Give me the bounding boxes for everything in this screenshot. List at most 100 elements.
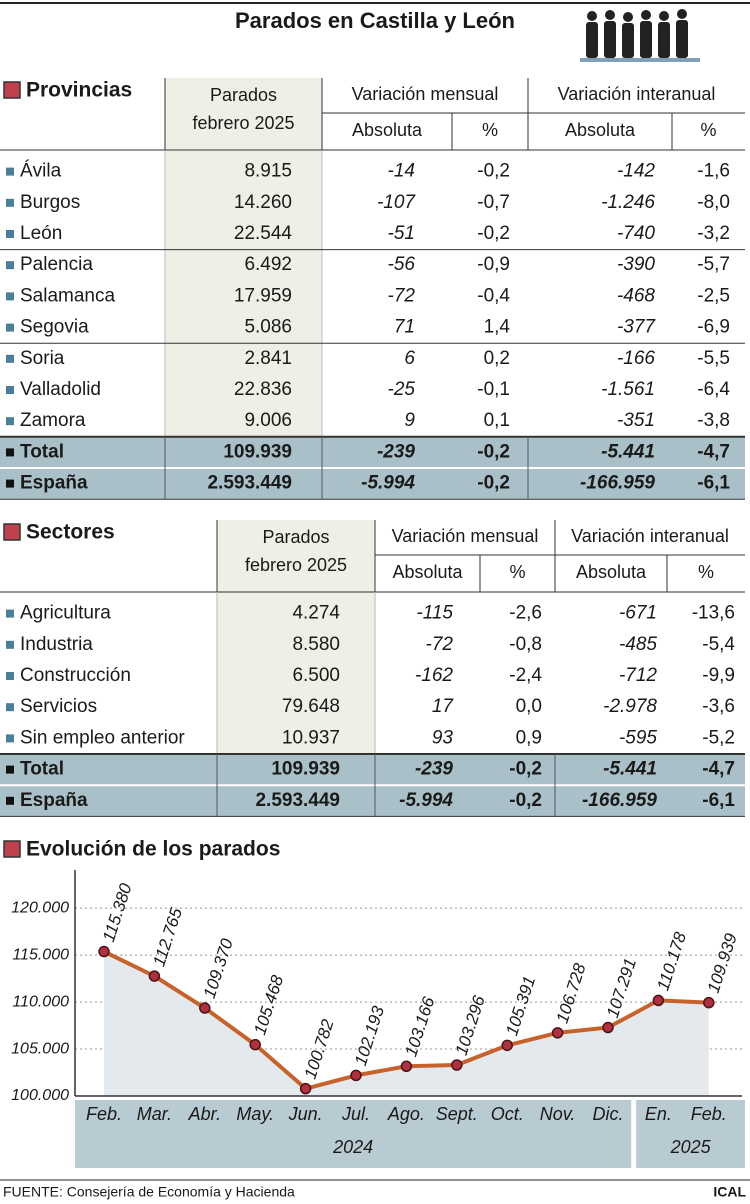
y-tick-label: 120.000 [11, 899, 69, 916]
credit: ICAL [713, 1184, 746, 1200]
x-tick-label: Jul. [341, 1104, 370, 1124]
heading-icon [3, 81, 21, 99]
x-tick-label: Ago. [387, 1104, 425, 1124]
data-point [451, 1059, 463, 1071]
row-bullet [6, 640, 14, 649]
cell: 6 [404, 348, 415, 369]
cell: 6.500 [292, 665, 340, 686]
x-tick-label: Feb. [691, 1104, 727, 1124]
cell: -468 [617, 285, 655, 306]
cell: 17 [432, 696, 455, 717]
row-label: Ávila [20, 161, 62, 182]
row-bullet [6, 292, 14, 301]
row-label: Total [20, 759, 64, 780]
x-tick-label: Feb. [86, 1104, 122, 1124]
cell: -25 [388, 379, 416, 400]
highlight-column [165, 78, 322, 437]
row-bullet [6, 765, 14, 774]
cell: -0,2 [509, 790, 542, 811]
data-point [148, 970, 161, 982]
column-subheader: % [509, 562, 525, 582]
cell: -2,4 [509, 665, 542, 686]
data-point [98, 945, 110, 958]
row-bullet [6, 703, 14, 712]
cell: -2.978 [603, 696, 657, 717]
cell: -5,7 [697, 254, 730, 275]
column-header: Variación interanual [558, 84, 716, 104]
cell: -0,8 [509, 634, 542, 655]
section-title: Evolución de los parados [26, 838, 280, 861]
column-header: febrero 2025 [192, 113, 294, 133]
people-icon [580, 9, 700, 62]
row-label: Burgos [20, 192, 80, 213]
row-bullet [6, 448, 14, 457]
cell: 6.492 [244, 254, 292, 275]
column-subheader: Absoluta [565, 120, 636, 140]
category-band [75, 1100, 632, 1168]
cell: -51 [388, 223, 415, 244]
cell: -8,0 [697, 192, 730, 213]
row-label: Soria [20, 348, 65, 369]
column-subheader: % [482, 120, 498, 140]
column-header: Variación mensual [352, 84, 499, 104]
x-tick-label: Jun. [288, 1104, 323, 1124]
cell: 22.836 [234, 379, 292, 400]
row-bullet [6, 479, 14, 488]
x-tick-label: Dic. [593, 1104, 624, 1124]
cell: -712 [619, 665, 657, 686]
section-title: Sectores [26, 521, 115, 544]
row-bullet [6, 354, 14, 363]
row-bullet [6, 796, 14, 805]
cell: 17.959 [234, 285, 292, 306]
cell: -0,2 [509, 759, 542, 780]
cell: 4.274 [292, 603, 340, 624]
cell: -0,2 [477, 473, 510, 494]
cell: 2.593.449 [255, 790, 340, 811]
cell: -6,1 [702, 790, 735, 811]
cell: -4,7 [697, 441, 730, 462]
cell: -740 [617, 223, 655, 244]
y-tick-label: 110.000 [12, 993, 69, 1010]
cell: -142 [617, 161, 655, 182]
cell: -377 [617, 317, 656, 338]
row-label: Zamora [20, 410, 86, 431]
cell: -166.959 [580, 473, 655, 494]
cell: -239 [377, 441, 415, 462]
cell: 2.593.449 [207, 473, 292, 494]
column-subheader: % [700, 120, 716, 140]
y-tick-label: 105.000 [11, 1040, 69, 1057]
highlight-column [217, 520, 375, 754]
data-point [400, 1060, 413, 1073]
column-header: Variación mensual [392, 526, 539, 546]
cell: -595 [619, 727, 657, 748]
cell: 0,0 [516, 696, 542, 717]
data-point [652, 994, 665, 1007]
y-tick-label: 100.000 [11, 1087, 69, 1104]
heading-icon [3, 840, 21, 858]
data-point [249, 1038, 261, 1051]
cell: -72 [388, 285, 416, 306]
source: FUENTE: Consejería de Economía y Haciend… [3, 1184, 295, 1200]
row-bullet [6, 386, 14, 394]
row-bullet [6, 167, 14, 176]
column-subheader: Absoluta [576, 562, 647, 582]
row-label: León [20, 223, 62, 244]
cell: -56 [388, 254, 416, 275]
cell: 0,2 [484, 348, 510, 369]
cell: -3,8 [697, 410, 730, 431]
cell: -239 [415, 759, 453, 780]
data-point [501, 1039, 513, 1052]
cell: 22.544 [234, 223, 293, 244]
row-bullet [6, 261, 14, 270]
category-band [636, 1100, 745, 1168]
cell: -162 [415, 665, 453, 686]
cell: -6,4 [697, 379, 730, 400]
row-label: España [20, 473, 88, 494]
cell: 71 [394, 317, 415, 338]
x-tick-label: Abr. [188, 1104, 221, 1124]
cell: 2.841 [244, 348, 292, 369]
area [104, 951, 709, 1096]
row-bullet [6, 323, 14, 332]
x-tick-label: May. [236, 1104, 274, 1124]
